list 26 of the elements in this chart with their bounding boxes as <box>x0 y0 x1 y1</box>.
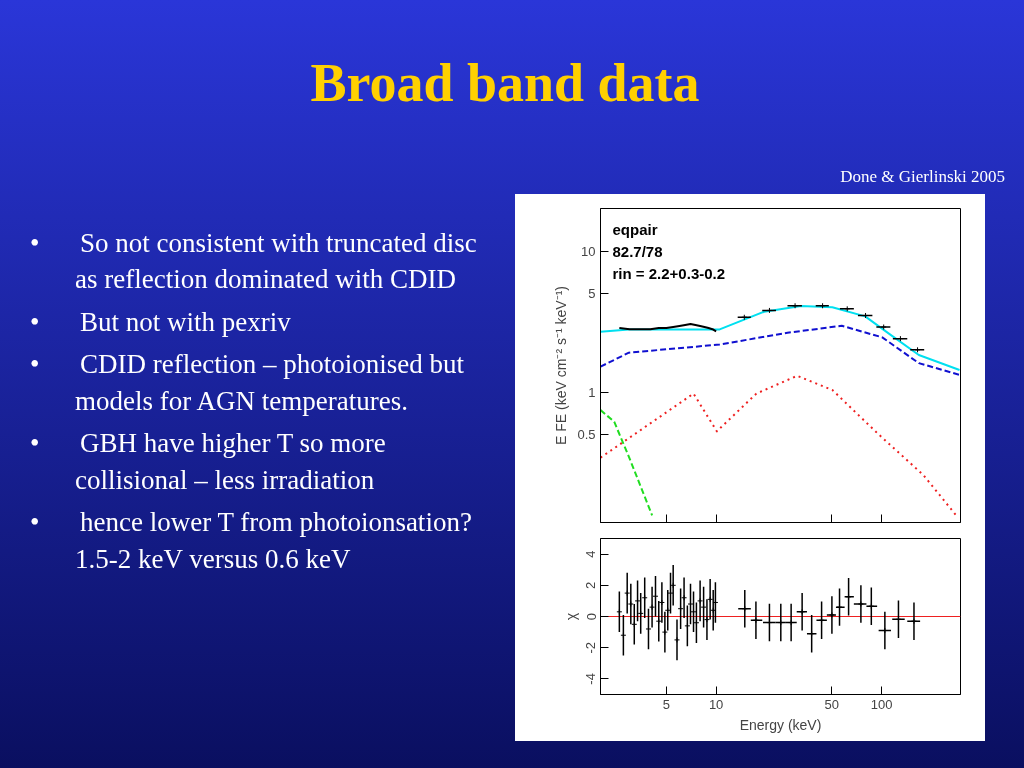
text: • So not consistent with truncated disc as reflection dominated with CDID <box>30 227 478 297</box>
y-tick-label: 0.5 <box>577 427 596 443</box>
x-tick-label: 50 <box>824 696 840 712</box>
text: • CDID reflection – photoionised but models for AGN temperatures. <box>30 348 465 418</box>
text: • GBH have higher T so more collisional – less irradiation <box>30 427 387 497</box>
annotation: 82.7/78 <box>612 242 663 260</box>
x-tick-label: 10 <box>708 696 724 712</box>
y-tick-label: -2 <box>583 641 599 654</box>
y-tick-label: 1 <box>588 384 596 400</box>
annotation: eqpair <box>612 220 658 238</box>
x-axis-title: Energy (keV) <box>739 716 822 733</box>
text: • hence lower T from photoionsation? 1.5-2 keV versus 0.6 keV <box>30 506 473 576</box>
x-tick-label: 100 <box>870 696 893 712</box>
y-tick-label: 4 <box>583 550 599 558</box>
y-axis-title: E FE (keV cm⁻² s⁻¹ keV⁻¹) <box>553 286 570 445</box>
annotation: rin = 2.2+0.3-0.2 <box>612 264 726 282</box>
y-tick-label: 5 <box>588 286 596 302</box>
y-axis-title: χ <box>562 612 579 621</box>
text: • But not with pexriv <box>30 305 292 339</box>
text: Done & Gierlinski 2005 <box>839 166 1005 188</box>
y-tick-label: -4 <box>583 673 599 685</box>
y-tick-label: 2 <box>583 581 599 589</box>
y-tick-label: 0 <box>583 612 599 621</box>
x-tick-label: 5 <box>662 696 670 712</box>
y-tick-label: 10 <box>581 243 596 259</box>
chart-title: Broad band data <box>309 52 701 115</box>
